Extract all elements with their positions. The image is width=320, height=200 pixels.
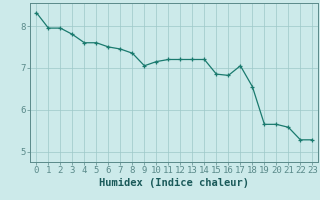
X-axis label: Humidex (Indice chaleur): Humidex (Indice chaleur) <box>100 178 249 188</box>
